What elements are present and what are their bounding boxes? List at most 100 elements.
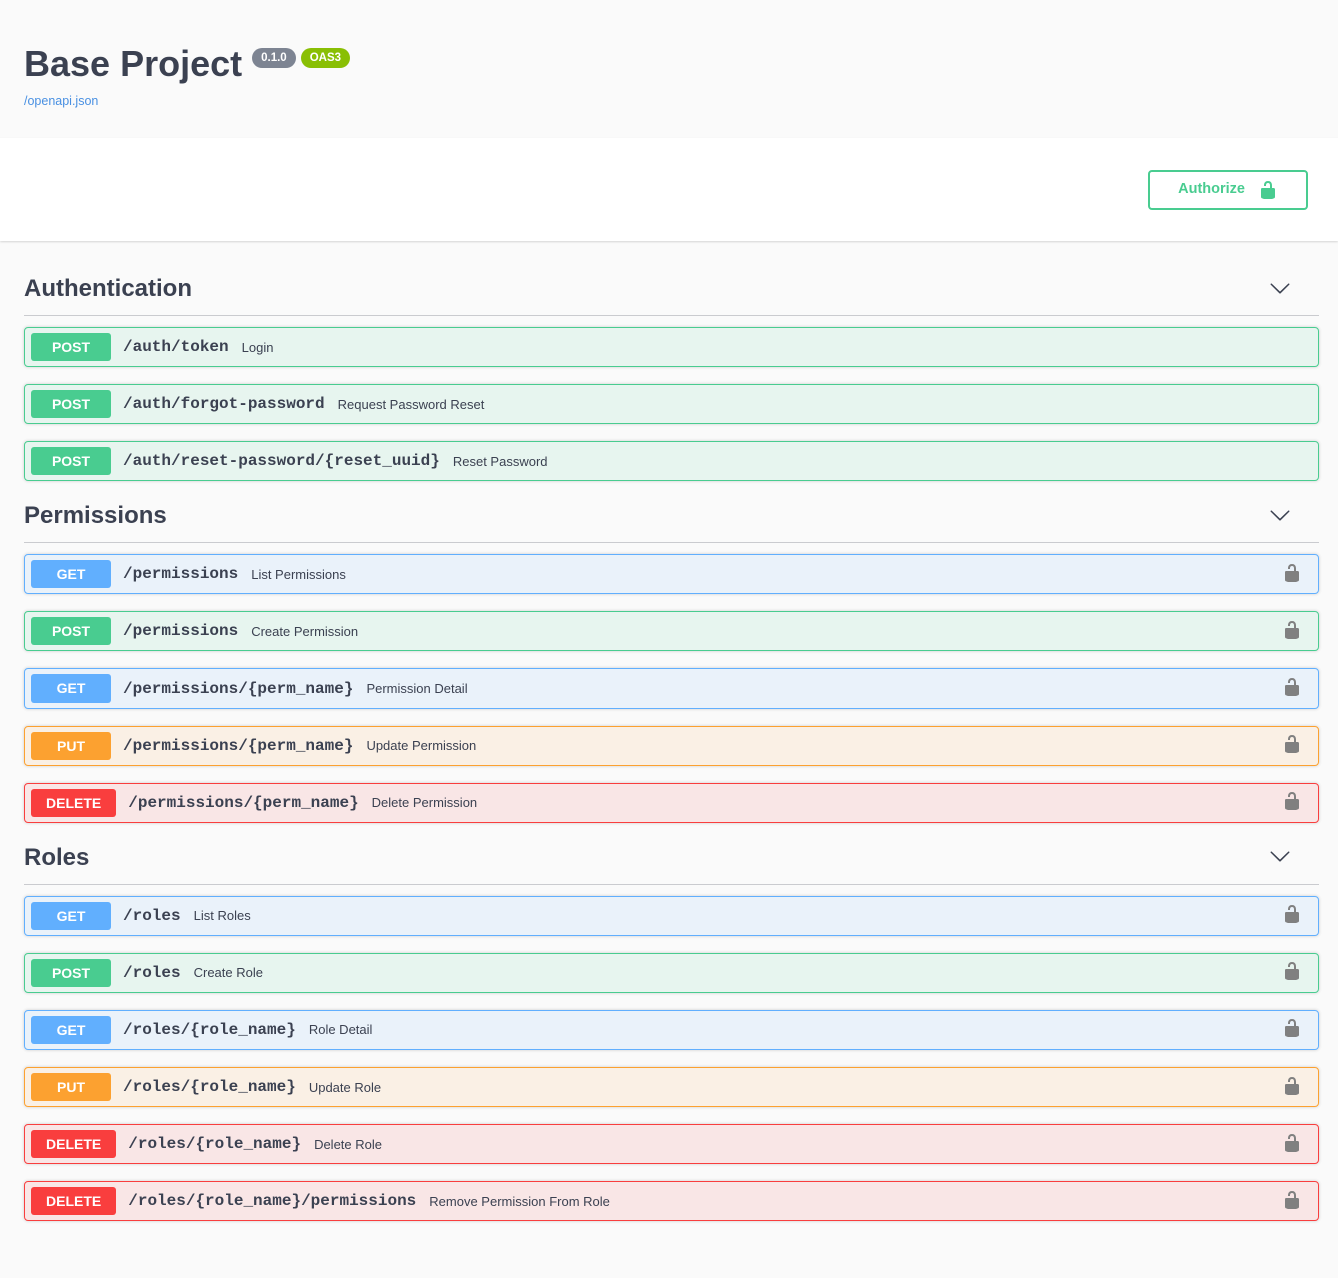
operation-summary: Create Role bbox=[193, 965, 263, 981]
section-operations: POST /auth/token Login POST /auth/forgot… bbox=[24, 327, 1319, 482]
operation-path: /auth/forgot-password bbox=[123, 395, 325, 414]
operation-row[interactable]: POST /auth/token Login bbox=[24, 327, 1319, 368]
section-title: Permissions bbox=[24, 502, 167, 530]
operation-path: /permissions bbox=[123, 565, 239, 584]
section-operations: GET /permissions List Permissions POST /… bbox=[24, 554, 1319, 823]
operation-summary: List Permissions bbox=[251, 566, 346, 582]
scheme-container: Authorize bbox=[0, 138, 1338, 241]
unlocked-padlock-icon bbox=[1282, 1133, 1302, 1156]
tag-section-header[interactable]: Permissions bbox=[24, 498, 1319, 544]
operation-path: /roles/{role_name} bbox=[128, 1135, 302, 1154]
unlocked-padlock-icon bbox=[1282, 1076, 1302, 1099]
unlocked-padlock-icon bbox=[1282, 904, 1302, 927]
unlocked-padlock-icon bbox=[1282, 1190, 1302, 1213]
information-container: Base Project 0.1.0 OAS3 /openapi.json bbox=[0, 0, 1338, 138]
tag-section: Permissions GET /permissions List Permis… bbox=[24, 498, 1319, 823]
operation-summary: Remove Permission From Role bbox=[429, 1193, 610, 1209]
operation-row[interactable]: DELETE /roles/{role_name}/permissions Re… bbox=[24, 1181, 1319, 1222]
method-badge: DELETE bbox=[31, 1130, 117, 1159]
operation-summary: Update Permission bbox=[366, 738, 477, 754]
section-collapse-button[interactable] bbox=[1269, 845, 1291, 870]
operation-row[interactable]: POST /permissions Create Permission bbox=[24, 611, 1319, 652]
operation-row[interactable]: DELETE /roles/{role_name} Delete Role bbox=[24, 1124, 1319, 1165]
operation-summary: Delete Permission bbox=[371, 795, 478, 811]
operation-row[interactable]: POST /auth/reset-password/{reset_uuid} R… bbox=[24, 441, 1319, 482]
operation-path: /permissions/{perm_name} bbox=[123, 736, 354, 755]
unlocked-padlock-icon bbox=[1282, 677, 1302, 700]
authorize-button[interactable]: Authorize bbox=[1148, 169, 1308, 210]
operation-row[interactable]: GET /roles/{role_name} Role Detail bbox=[24, 1009, 1319, 1051]
lock-button[interactable] bbox=[1282, 734, 1313, 757]
method-badge: POST bbox=[31, 390, 111, 419]
lock-button[interactable] bbox=[1282, 961, 1313, 984]
operation-path: /roles bbox=[123, 963, 181, 982]
unlocked-padlock-icon bbox=[1258, 180, 1278, 200]
openapi-spec-link[interactable]: /openapi.json bbox=[24, 94, 99, 108]
unlocked-padlock-icon bbox=[1282, 961, 1302, 984]
operation-row[interactable]: POST /auth/forgot-password Request Passw… bbox=[24, 384, 1319, 425]
unlocked-padlock-icon bbox=[1282, 734, 1302, 757]
tag-section-header[interactable]: Roles bbox=[24, 840, 1319, 885]
method-badge: POST bbox=[31, 447, 111, 476]
method-badge: DELETE bbox=[31, 788, 117, 817]
operation-path: /auth/token bbox=[123, 338, 229, 357]
unlocked-padlock-icon bbox=[1282, 563, 1302, 586]
unlocked-padlock-icon bbox=[1282, 1018, 1302, 1041]
operation-summary: Delete Role bbox=[314, 1136, 382, 1152]
section-operations: GET /roles List Roles POST /roles Create… bbox=[24, 895, 1319, 1222]
lock-button[interactable] bbox=[1282, 904, 1313, 927]
section-collapse-button[interactable] bbox=[1269, 504, 1291, 529]
operation-path: /roles bbox=[123, 906, 181, 925]
method-badge: PUT bbox=[31, 1073, 111, 1102]
method-badge: GET bbox=[31, 674, 111, 703]
operations-wrapper: Authentication POST /auth/token Login PO… bbox=[0, 271, 1338, 1278]
operation-path: /roles/{role_name} bbox=[123, 1078, 296, 1097]
method-badge: POST bbox=[31, 333, 111, 362]
chevron-down-icon bbox=[1269, 277, 1291, 302]
lock-button[interactable] bbox=[1282, 1133, 1313, 1156]
operation-path: /permissions/{perm_name} bbox=[123, 679, 354, 698]
tag-section: Roles GET /roles List Roles POST /roles bbox=[24, 840, 1319, 1222]
tag-section-header[interactable]: Authentication bbox=[24, 271, 1319, 316]
unlocked-padlock-icon bbox=[1282, 620, 1302, 643]
method-badge: GET bbox=[31, 901, 111, 930]
operation-summary: Login bbox=[241, 339, 274, 355]
page-title: Base Project 0.1.0 OAS3 bbox=[24, 46, 1314, 82]
operation-row[interactable]: POST /roles Create Role bbox=[24, 952, 1319, 993]
tag-section: Authentication POST /auth/token Login PO… bbox=[24, 271, 1319, 482]
lock-button[interactable] bbox=[1282, 677, 1313, 700]
operation-path: /auth/reset-password/{reset_uuid} bbox=[123, 452, 440, 471]
operation-row[interactable]: PUT /roles/{role_name} Update Role bbox=[24, 1067, 1319, 1108]
section-title: Authentication bbox=[24, 275, 192, 302]
operation-path: /permissions/{perm_name} bbox=[128, 793, 359, 812]
operation-row[interactable]: GET /permissions/{perm_name} Permission … bbox=[24, 668, 1319, 709]
operation-path: /roles/{role_name} bbox=[123, 1020, 296, 1039]
version-badge: 0.1.0 bbox=[252, 48, 296, 68]
method-badge: DELETE bbox=[31, 1187, 117, 1216]
operation-row[interactable]: DELETE /permissions/{perm_name} Delete P… bbox=[24, 782, 1319, 823]
lock-button[interactable] bbox=[1282, 1190, 1313, 1213]
section-collapse-button[interactable] bbox=[1269, 277, 1291, 302]
lock-button[interactable] bbox=[1282, 1018, 1313, 1041]
lock-button[interactable] bbox=[1282, 563, 1313, 586]
lock-button[interactable] bbox=[1282, 1076, 1313, 1099]
page-title-text: Base Project bbox=[24, 43, 243, 84]
method-badge: POST bbox=[31, 958, 111, 987]
operation-row[interactable]: GET /roles List Roles bbox=[24, 895, 1319, 936]
operation-summary: Reset Password bbox=[452, 453, 548, 469]
chevron-down-icon bbox=[1269, 504, 1291, 529]
lock-button[interactable] bbox=[1282, 791, 1313, 814]
chevron-down-icon bbox=[1269, 845, 1291, 870]
operation-summary: Update Role bbox=[308, 1079, 382, 1095]
method-badge: GET bbox=[31, 560, 111, 589]
oas3-badge: OAS3 bbox=[300, 48, 351, 68]
method-badge: GET bbox=[31, 1015, 111, 1045]
unlocked-padlock-icon bbox=[1282, 791, 1302, 814]
operation-row[interactable]: GET /permissions List Permissions bbox=[24, 554, 1319, 595]
version-pills: 0.1.0 OAS3 bbox=[252, 48, 351, 68]
lock-button[interactable] bbox=[1282, 620, 1313, 643]
operation-row[interactable]: PUT /permissions/{perm_name} Update Perm… bbox=[24, 725, 1319, 766]
authorize-button-label: Authorize bbox=[1178, 181, 1245, 198]
operation-summary: Create Permission bbox=[251, 623, 359, 639]
operation-summary: Permission Detail bbox=[366, 681, 468, 697]
